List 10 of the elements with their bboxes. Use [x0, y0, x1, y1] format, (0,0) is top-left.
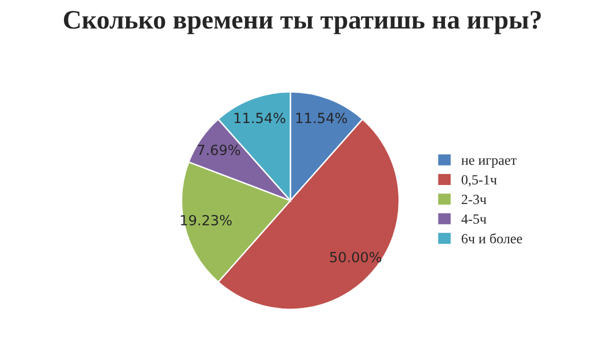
data-label: 11.54% — [234, 112, 286, 124]
legend-label: 4-5ч — [461, 214, 486, 224]
legend-label: 0,5-1ч — [462, 175, 497, 186]
data-label: 7.69% — [198, 144, 240, 156]
chart-title: Сколько времени ты тратишь на игры? — [64, 11, 541, 34]
legend-label: 2-3ч — [462, 194, 486, 204]
data-label: 50.00% — [330, 252, 382, 262]
data-label: 11.54% — [296, 112, 347, 124]
legend-label: не играет — [461, 158, 516, 168]
legend-label: 6ч и более — [462, 233, 522, 244]
